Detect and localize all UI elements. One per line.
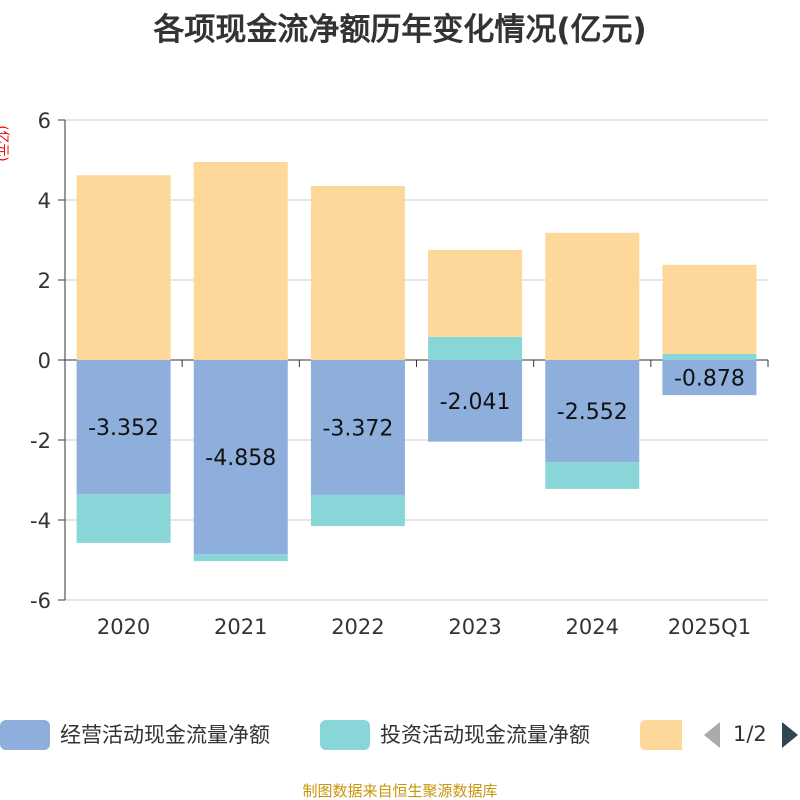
x-tick-label: 2024 [566, 615, 619, 639]
bar-series1 [76, 494, 171, 543]
x-tick-label: 2021 [214, 615, 267, 639]
y-tick-label: -2 [30, 429, 51, 453]
source-note: 制图数据来自恒生聚源数据库 [302, 782, 498, 800]
y-tick-label: 2 [38, 269, 51, 293]
bar-series0 [76, 360, 171, 495]
data-label: -0.878 [674, 367, 745, 392]
legend-label-operating[interactable]: 经营活动现金流量净额 [60, 723, 270, 747]
bar-series1 [662, 354, 757, 360]
x-tick-label: 2023 [448, 615, 501, 639]
y-tick-label: 4 [38, 189, 51, 213]
x-tick-label: 2025Q1 [668, 615, 751, 639]
bar-series1 [193, 554, 288, 562]
bar-chart: 6 4 2 0 -2 -4 -6 2020 -3.352 2021 -4.858 2022 -3.372… [30, 109, 769, 639]
bar-series1 [428, 336, 523, 360]
bar-series2 [193, 162, 288, 360]
legend-page: 1/2 [733, 722, 767, 746]
data-label: -3.372 [322, 416, 393, 441]
x-tick-label: 2022 [331, 615, 384, 639]
data-label: -2.552 [557, 400, 628, 425]
legend-swatch-financing[interactable] [640, 720, 682, 750]
bar-series2 [428, 250, 523, 337]
y-tick-label: 6 [38, 109, 51, 133]
bar-series2 [76, 175, 171, 360]
legend-label-investing[interactable]: 投资活动现金流量净额 [380, 723, 590, 747]
bar-series0 [193, 360, 288, 555]
chart-title: 各项现金流净额历年变化情况(亿元) [153, 12, 647, 48]
y-tick-label: -4 [30, 509, 51, 533]
data-label: -2.041 [440, 390, 511, 415]
y-tick-label: -6 [30, 589, 51, 613]
bar-series0 [545, 360, 640, 463]
bar-series2 [310, 186, 405, 360]
x-tick-label: 2020 [97, 615, 150, 639]
data-label: -4.858 [205, 446, 276, 471]
bar-series1 [545, 462, 640, 489]
bar-series0 [310, 360, 405, 495]
legend-swatch-operating[interactable] [0, 720, 50, 750]
bar-series1 [310, 494, 405, 527]
legend-swatch-investing[interactable] [320, 720, 370, 750]
data-label: -3.352 [88, 416, 159, 441]
bar-series2 [545, 232, 640, 360]
legend-prev-icon[interactable] [700, 720, 722, 750]
legend-next-icon[interactable] [780, 720, 800, 750]
bar-series0 [662, 360, 757, 396]
bar-series0 [428, 360, 523, 442]
bar-series2 [662, 264, 757, 354]
y-tick-label: 0 [38, 349, 51, 373]
